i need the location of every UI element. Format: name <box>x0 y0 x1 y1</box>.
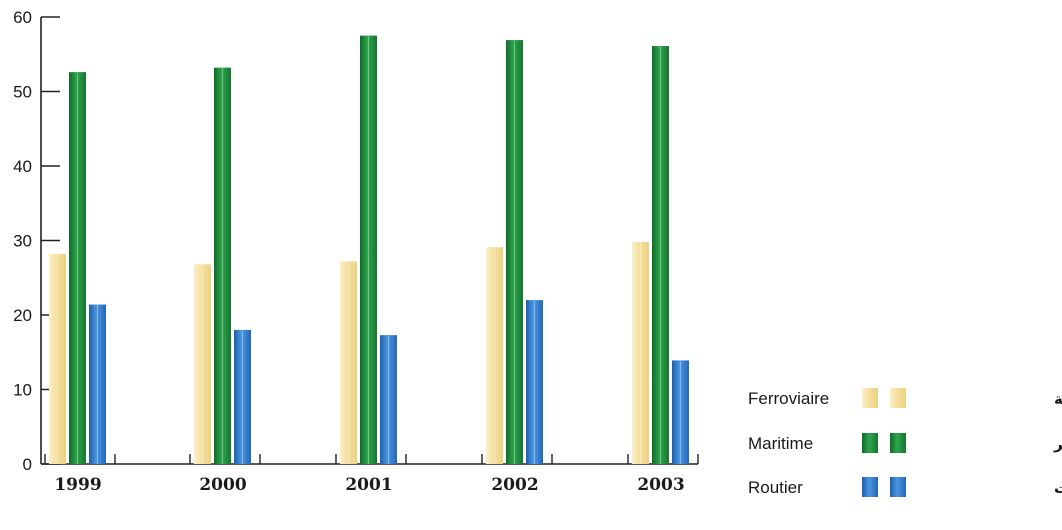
x-tick-label: 1999 <box>54 475 101 495</box>
bar-ferroviaire-1999 <box>49 253 66 464</box>
y-tick-label: 40 <box>13 157 32 176</box>
bar-maritime-2002 <box>506 40 523 464</box>
bar-ferroviaire-2000 <box>194 264 211 464</box>
axes: 0 10 20 30 40 50 60 1999 2000 2001 2002 2003 <box>13 8 699 495</box>
legend-label-fr: Ferroviaire <box>748 389 829 408</box>
x-tick-label: 2003 <box>637 475 684 495</box>
x-tick-label: 2001 <box>345 475 392 495</box>
x-tick-label: 2002 <box>491 475 538 495</box>
bar-ferroviaire-2002 <box>486 247 503 464</box>
x-tick-label: 2000 <box>199 475 246 495</box>
legend-label-ar: عبر البحر <box>1053 435 1062 453</box>
bar-maritime-1999 <box>69 72 86 464</box>
y-tick-label: 20 <box>13 306 32 325</box>
y-tick-label: 10 <box>13 381 32 400</box>
y-tick-label: 50 <box>13 83 32 102</box>
y-tick-label: 60 <box>13 8 32 27</box>
bar-maritime-2003 <box>652 46 669 465</box>
bar-maritime-2000 <box>214 67 231 464</box>
legend-label-fr: Routier <box>748 478 803 497</box>
legend-label-fr: Maritime <box>748 434 813 453</box>
legend-label-ar: عبر السكك الحديدية <box>1054 390 1062 408</box>
bar-maritime-2001 <box>360 35 377 464</box>
bar-routier-2003 <box>672 360 689 464</box>
bar-ferroviaire-2003 <box>632 241 649 464</box>
legend-label-ar: عبر الطرقات <box>1054 479 1062 497</box>
y-tick-label: 30 <box>13 232 32 251</box>
bars <box>49 35 689 465</box>
bar-routier-1999 <box>89 304 106 464</box>
legend-swatch <box>862 477 878 497</box>
legend: Ferroviaire عبر السكك الحديدية Maritime عبر… <box>748 388 1062 497</box>
legend-swatch <box>862 433 878 453</box>
legend-swatch <box>890 477 906 497</box>
bar-routier-2001 <box>380 335 397 464</box>
legend-swatch <box>890 388 906 408</box>
legend-swatch <box>890 433 906 453</box>
y-tick-label: 0 <box>23 455 32 474</box>
bar-ferroviaire-2001 <box>340 261 357 464</box>
bar-routier-2000 <box>234 329 251 464</box>
bar-routier-2002 <box>526 300 543 464</box>
legend-swatch <box>862 388 878 408</box>
